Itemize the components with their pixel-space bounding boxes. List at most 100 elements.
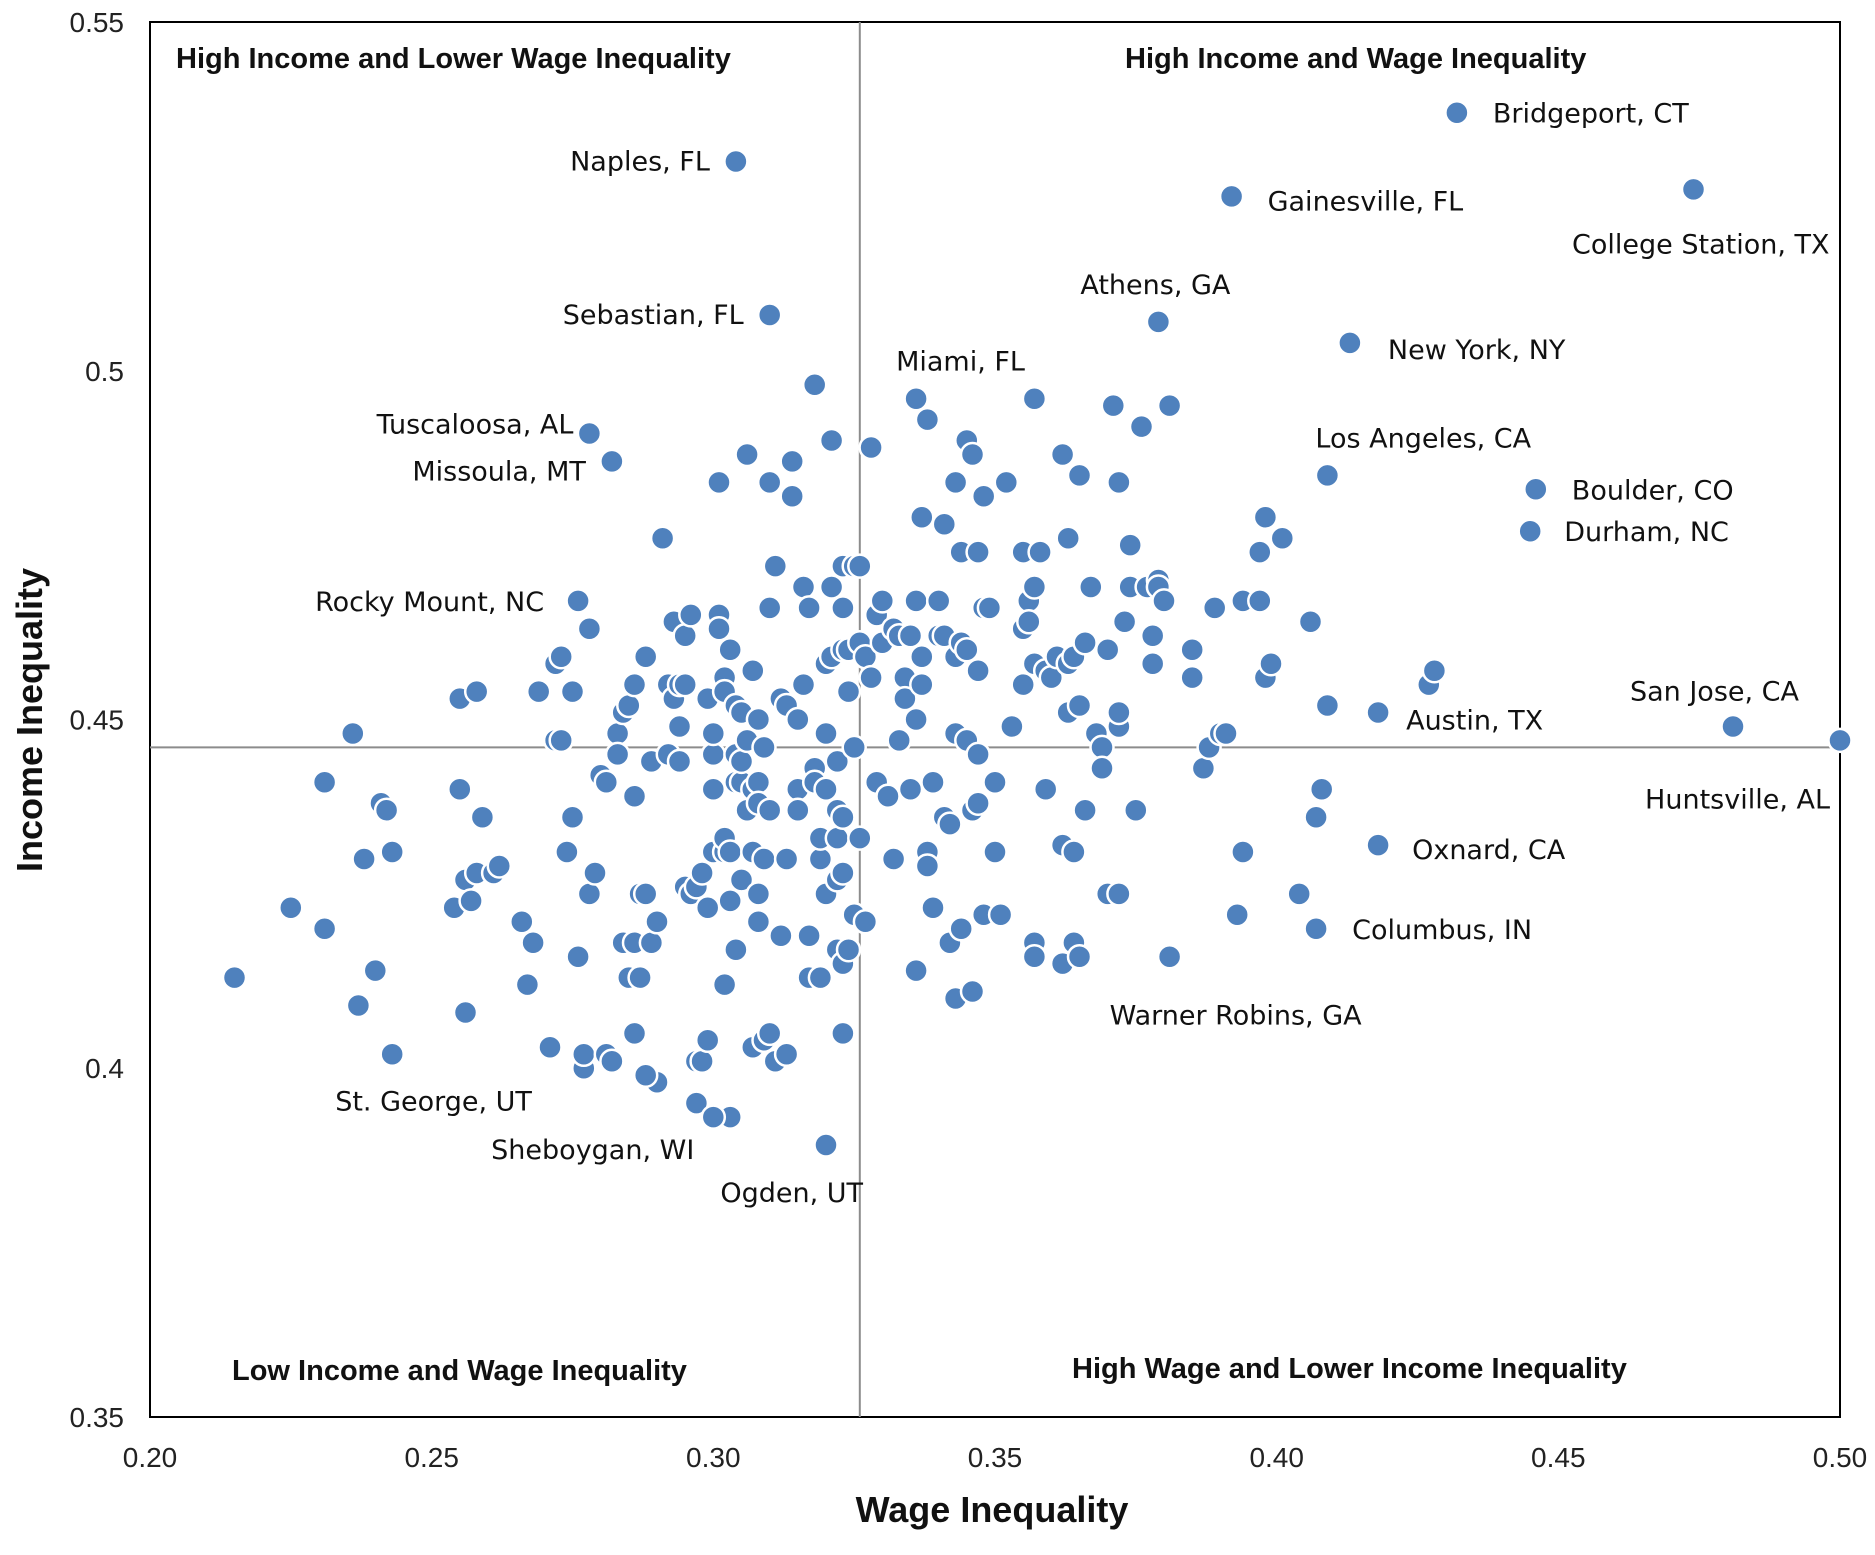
- scatter-point: [1156, 392, 1183, 419]
- scatter-point: [914, 853, 941, 879]
- city-label: Bridgeport, CT: [1493, 99, 1689, 130]
- scatter-point: [1308, 776, 1335, 803]
- scatter-point: [1111, 609, 1138, 635]
- scatter-point-labeled: [1218, 183, 1245, 210]
- scatter-point: [756, 469, 783, 496]
- scatter-point: [1089, 734, 1115, 761]
- scatter-point: [790, 574, 817, 600]
- scatter-point: [942, 469, 969, 496]
- scatter-point: [999, 713, 1025, 740]
- scatter-point: [486, 853, 513, 879]
- scatter-point: [1314, 692, 1341, 719]
- scatter-point: [903, 706, 929, 733]
- scatter-point: [678, 602, 704, 628]
- scatter-point: [340, 720, 366, 747]
- scatter-point: [554, 839, 580, 865]
- scatter-point: [970, 483, 997, 510]
- scatter-point: [373, 797, 400, 823]
- scatter-point: [1151, 588, 1177, 614]
- city-label: New York, NY: [1388, 335, 1566, 366]
- scatter-point: [520, 929, 546, 956]
- scatter-point-labeled: [599, 448, 625, 475]
- scatter-point: [728, 867, 755, 893]
- scatter-point: [745, 769, 772, 796]
- scatter-point: [351, 846, 377, 872]
- scatter-point: [1055, 525, 1081, 551]
- scatter-point-labeled: [1365, 699, 1391, 726]
- scatter-point: [1106, 469, 1132, 496]
- scatter-point: [785, 706, 811, 733]
- city-label: Boulder, CO: [1572, 475, 1734, 506]
- scatter-point: [830, 804, 856, 830]
- scatter-point: [954, 636, 980, 663]
- scatter-point: [1066, 462, 1093, 489]
- scatter-point: [925, 588, 952, 614]
- scatter-point-labeled: [379, 1041, 405, 1068]
- city-label: Sebastian, FL: [563, 300, 744, 331]
- x-tick-label: 0.50: [1813, 1442, 1868, 1473]
- quadrant-label-bottom-right: High Wage and Lower Income Inequality: [1072, 1353, 1627, 1385]
- city-label: Ogden, UT: [720, 1178, 863, 1209]
- scatter-point: [903, 957, 929, 984]
- scatter-point: [965, 741, 991, 768]
- scatter-point: [559, 804, 586, 830]
- city-label: Sheboygan, WI: [491, 1135, 694, 1166]
- y-tick-label: 0.45: [70, 705, 125, 736]
- quadrant-label-bottom-left: Low Income and Wage Inequality: [232, 1355, 687, 1387]
- scatter-point: [711, 971, 738, 998]
- scatter-point-labeled: [1156, 943, 1183, 970]
- scatter-point: [1179, 636, 1205, 663]
- scatter-point: [773, 846, 800, 872]
- scatter-point: [982, 839, 1008, 865]
- scatter-point: [779, 483, 805, 510]
- scatter-point: [700, 741, 727, 768]
- scatter-point: [1123, 797, 1149, 823]
- scatter-point: [1139, 650, 1166, 677]
- y-tick-label: 0.5: [85, 356, 124, 387]
- scatter-point: [576, 881, 603, 907]
- scatter-point: [796, 922, 822, 949]
- city-label: San Jose, CA: [1630, 677, 1800, 708]
- scatter-point: [278, 895, 304, 921]
- scatter-point: [1027, 539, 1053, 565]
- scatter-point: [1078, 574, 1104, 600]
- scatter-point: [965, 539, 991, 565]
- scatter-point: [509, 909, 535, 935]
- scatter-point: [621, 1020, 648, 1047]
- scatter-point: [537, 1034, 563, 1061]
- y-axis-ticks: 0.35 0.4 0.45 0.5 0.55: [70, 7, 125, 1433]
- scatter-point: [548, 727, 574, 754]
- scatter-point: [1021, 574, 1048, 600]
- scatter-point: [599, 1048, 625, 1075]
- city-label: Oxnard, CA: [1412, 835, 1566, 866]
- scatter-point-labeled: [1444, 99, 1470, 126]
- scatter-point: [717, 888, 743, 914]
- scatter-point: [762, 553, 789, 579]
- scatter-point: [959, 441, 986, 468]
- y-tick-label: 0.4: [85, 1053, 124, 1084]
- scatter-point: [835, 936, 862, 963]
- scatter-point: [604, 741, 631, 768]
- scatter-point: [683, 1090, 710, 1116]
- scatter-point: [221, 964, 248, 991]
- scatter-point: [745, 706, 772, 733]
- scatter-point: [689, 860, 715, 886]
- scatter-point: [1066, 692, 1093, 719]
- city-label: Columbus, IN: [1352, 915, 1532, 946]
- scatter-point: [345, 992, 372, 1019]
- scatter-point: [790, 671, 817, 698]
- scatter-point: [1247, 539, 1273, 565]
- scatter-point: [773, 1041, 800, 1068]
- scatter-point-labeled: [1337, 330, 1363, 356]
- scatter-point: [756, 595, 783, 621]
- scatter-point: [463, 678, 490, 705]
- scatter-point: [892, 685, 918, 712]
- city-label: St. George, UT: [335, 1086, 532, 1117]
- scatter-point: [909, 643, 935, 670]
- scatter-point-labeled: [756, 302, 783, 328]
- scatter-point-labeled: [1517, 518, 1543, 544]
- scatter-point: [717, 839, 743, 865]
- scatter-point: [920, 769, 946, 796]
- scatter-point: [813, 776, 839, 803]
- scatter-point: [672, 671, 698, 698]
